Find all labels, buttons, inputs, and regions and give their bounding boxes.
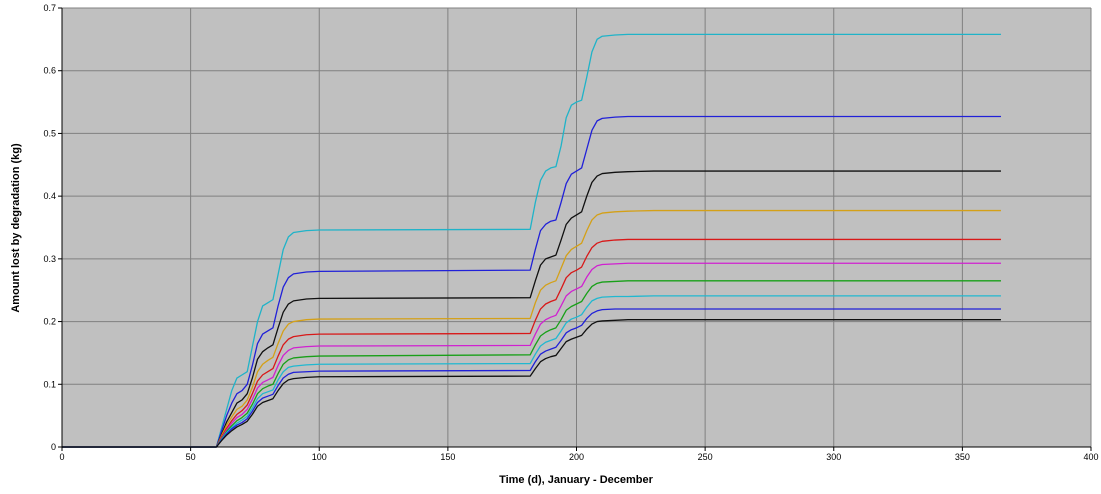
series-line-1 xyxy=(62,33,1001,448)
series-line-2 xyxy=(62,115,1001,448)
x-tick-label: 150 xyxy=(440,452,455,462)
y-tick-label: 0.7 xyxy=(43,3,56,13)
y-tick-label: 0 xyxy=(51,442,56,452)
series-line-7 xyxy=(62,280,1001,448)
x-tick-label: 200 xyxy=(569,452,584,462)
series-line-10 xyxy=(62,319,1001,448)
x-axis-title: Time (d), January - December xyxy=(499,474,654,486)
series-lines xyxy=(62,33,1001,448)
x-tick-label: 0 xyxy=(59,452,64,462)
axes xyxy=(58,7,1092,451)
x-tick-label: 400 xyxy=(1083,452,1098,462)
y-tick-label: 0.5 xyxy=(43,128,56,138)
series-line-8 xyxy=(62,295,1001,448)
y-tick-label: 0.3 xyxy=(43,254,56,264)
x-tick-label: 350 xyxy=(955,452,970,462)
series-line-5 xyxy=(62,238,1001,448)
y-tick-label: 0.6 xyxy=(43,66,56,76)
tick-labels: 0 50 100 150 200 250 300 350 400 0 0.1 0.2 0.3 0.4 0.5… xyxy=(43,3,1098,462)
y-tick-label: 0.4 xyxy=(43,191,56,201)
y-axis-title: Amount lost by degradation (kg) xyxy=(10,143,22,313)
y-tick-label: 0.1 xyxy=(43,379,56,389)
series-line-9 xyxy=(62,308,1001,448)
x-tick-label: 250 xyxy=(698,452,713,462)
x-tick-label: 50 xyxy=(186,452,196,462)
series-line-3 xyxy=(62,170,1001,448)
series-line-4 xyxy=(62,209,1001,448)
series-line-6 xyxy=(62,262,1001,448)
x-tick-label: 300 xyxy=(826,452,841,462)
x-tick-label: 100 xyxy=(312,452,327,462)
y-tick-label: 0.2 xyxy=(43,317,56,327)
